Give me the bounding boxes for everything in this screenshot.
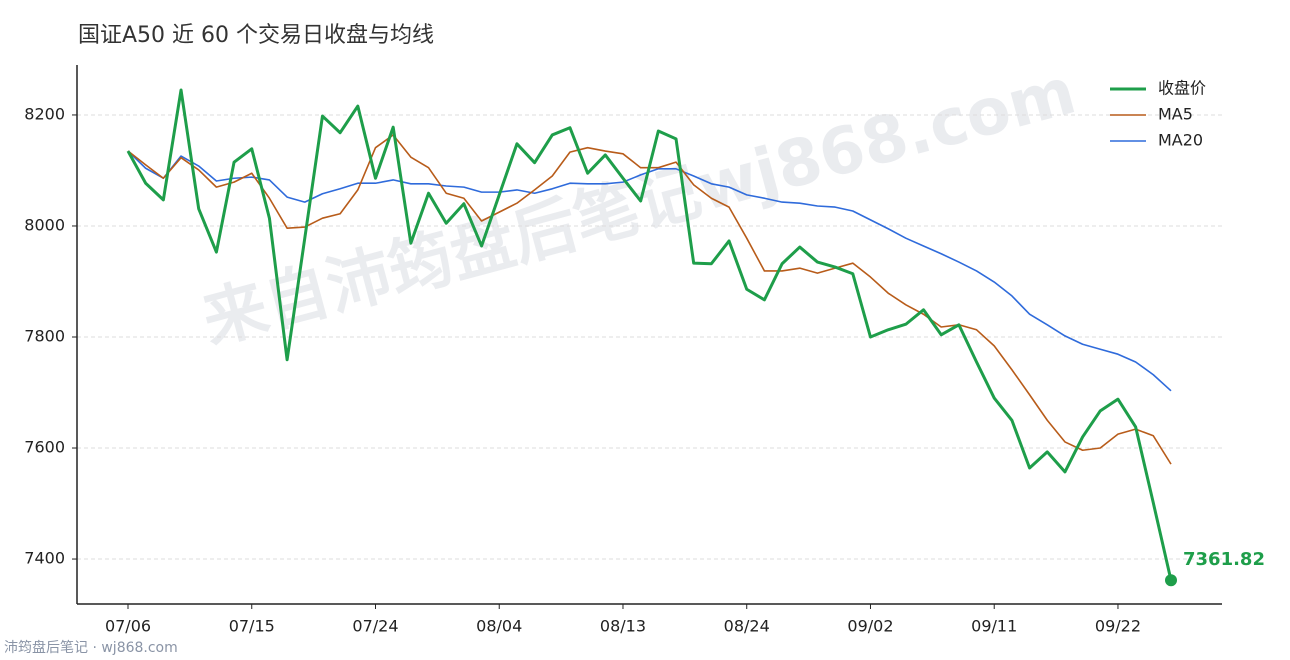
- y-tick-label: 7400: [24, 549, 65, 568]
- legend-label: MA5: [1158, 105, 1193, 124]
- footer: 沛筠盘后笔记 · wj868.com: [4, 639, 178, 656]
- x-tick-label: 08/13: [600, 617, 646, 636]
- x-tick-label: 07/06: [105, 617, 151, 636]
- last-value-label: 7361.82: [1183, 549, 1265, 570]
- x-tick-label: 09/02: [847, 617, 893, 636]
- watermark: 来自沛筠盘后笔记wj868.com: [195, 55, 1083, 359]
- x-tick-label: 08/04: [476, 617, 522, 636]
- legend-label: MA20: [1158, 131, 1203, 150]
- y-tick-label: 7600: [24, 438, 65, 457]
- last-point: [1165, 574, 1177, 587]
- y-tick-label: 7800: [24, 326, 65, 345]
- y-tick-label: 8000: [24, 215, 65, 234]
- chart-title: 国证A50 近 60 个交易日收盘与均线: [78, 23, 434, 48]
- x-tick-label: 07/24: [352, 617, 398, 636]
- x-tick-label: 07/15: [229, 617, 275, 636]
- series-line: [126, 88, 1173, 581]
- y-tick-label: 8200: [24, 104, 65, 123]
- x-tick-label: 09/11: [971, 617, 1017, 636]
- legend-label: 收盘价: [1158, 79, 1206, 98]
- x-tick-label: 09/22: [1095, 617, 1141, 636]
- x-tick-label: 08/24: [724, 617, 770, 636]
